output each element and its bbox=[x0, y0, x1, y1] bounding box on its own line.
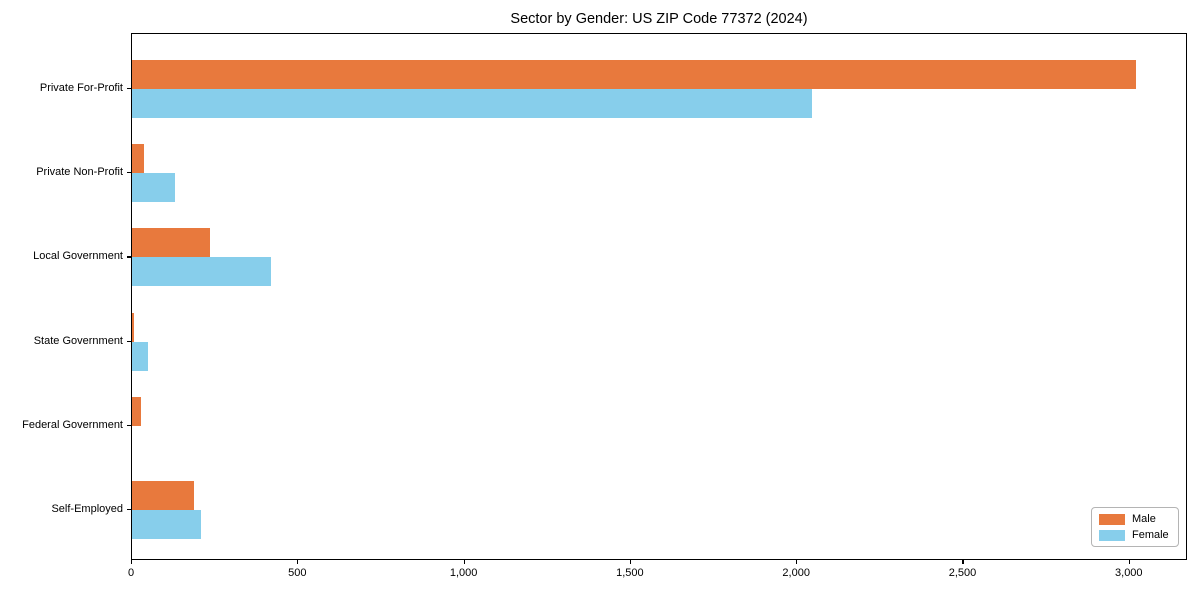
y-tick-mark bbox=[127, 88, 131, 90]
y-tick-mark bbox=[127, 172, 131, 174]
y-tick-mark bbox=[127, 340, 131, 342]
x-tick-label: 2,500 bbox=[948, 567, 977, 579]
chart-title: Sector by Gender: US ZIP Code 77372 (202… bbox=[510, 11, 808, 27]
y-tick-mark bbox=[127, 256, 131, 258]
bar-male-self-employed bbox=[132, 481, 194, 510]
bar-female-private-for-profit bbox=[132, 89, 813, 118]
legend-swatch-female bbox=[1099, 529, 1125, 541]
y-tick-label: Private For-Profit bbox=[39, 82, 123, 94]
x-tick-label: 2,000 bbox=[782, 567, 810, 579]
x-tick-mark bbox=[463, 560, 465, 564]
bar-male-private-non-profit bbox=[132, 144, 144, 174]
y-tick-mark bbox=[127, 424, 131, 426]
y-tick-label: Local Government bbox=[33, 250, 123, 263]
y-tick-label: Federal Government bbox=[22, 418, 123, 431]
legend-label-female: Female bbox=[1132, 529, 1169, 541]
x-tick-label: 0 bbox=[127, 567, 135, 579]
x-tick-mark bbox=[629, 560, 632, 564]
plot-area bbox=[131, 33, 1187, 560]
y-tick-label: Self-Employed bbox=[51, 503, 123, 515]
x-tick-label: 3,000 bbox=[1115, 567, 1143, 579]
x-tick-mark bbox=[962, 560, 964, 564]
x-tick-mark bbox=[796, 560, 798, 564]
y-tick-mark bbox=[127, 509, 131, 511]
legend-swatch-male bbox=[1099, 513, 1125, 525]
x-tick-mark bbox=[297, 560, 299, 564]
legend: Male Female bbox=[1091, 507, 1179, 547]
y-tick-label: Private Non-Profit bbox=[36, 166, 123, 179]
x-tick-mark bbox=[1128, 560, 1130, 564]
bar-female-local-government bbox=[132, 257, 272, 287]
bar-female-private-non-profit bbox=[132, 173, 176, 203]
bar-male-private-for-profit bbox=[132, 60, 1137, 89]
bar-female-self-employed bbox=[132, 510, 201, 539]
x-tick-label: 1,500 bbox=[616, 567, 644, 579]
bar-male-federal-government bbox=[132, 396, 141, 426]
legend-item-male: Male bbox=[1099, 513, 1169, 525]
x-tick-label: 1,000 bbox=[449, 567, 478, 579]
x-tick-label: 500 bbox=[288, 567, 307, 579]
bar-female-state-government bbox=[132, 341, 148, 371]
bar-male-local-government bbox=[132, 228, 210, 258]
legend-item-female: Female bbox=[1099, 529, 1169, 541]
x-tick-mark bbox=[131, 560, 133, 564]
legend-label-male: Male bbox=[1132, 513, 1156, 525]
y-tick-label: State Government bbox=[33, 334, 123, 347]
bar-male-state-government bbox=[132, 312, 134, 342]
